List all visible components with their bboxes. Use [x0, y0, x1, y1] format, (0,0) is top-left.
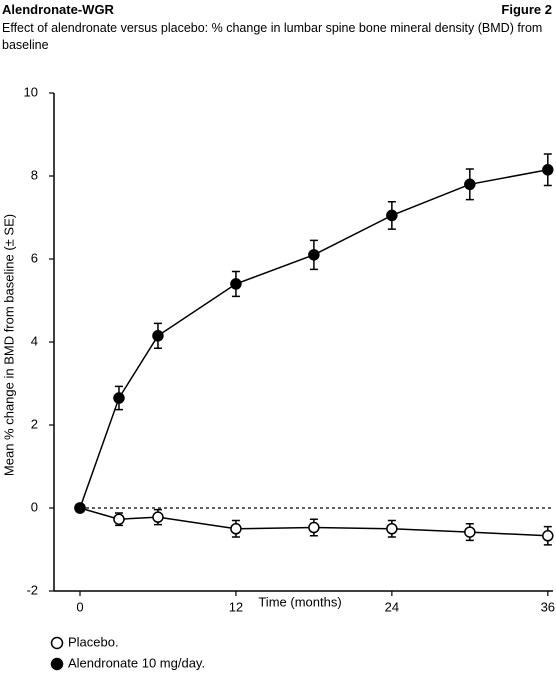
legend-label: Placebo. — [68, 634, 119, 649]
header-title: Alendronate-WGR — [2, 2, 114, 17]
x-tick-label: 24 — [385, 599, 399, 614]
legend-marker — [50, 636, 64, 650]
point — [308, 521, 320, 534]
point — [386, 523, 398, 535]
x-tick-label: 36 — [541, 599, 555, 614]
point — [113, 513, 125, 525]
point — [386, 209, 398, 222]
point — [542, 530, 554, 542]
x-tick-label: 12 — [229, 599, 243, 614]
y-tick-label: 2 — [31, 416, 38, 431]
legend-label: Alendronate 10 mg/day. — [68, 655, 205, 670]
point — [230, 523, 242, 535]
point — [464, 526, 476, 538]
subtitle: Effect of alendronate versus placebo: % … — [2, 21, 543, 52]
point — [152, 511, 164, 523]
y-tick-label: 10 — [24, 84, 38, 99]
point — [464, 178, 476, 191]
point — [113, 392, 125, 404]
series-line — [79, 169, 548, 509]
point — [542, 164, 554, 176]
y-tick-label: 4 — [31, 333, 38, 348]
point — [152, 330, 164, 342]
figure-label: Figure 2 — [501, 2, 552, 17]
y-tick-label: -2 — [26, 582, 38, 597]
point — [230, 278, 242, 290]
legend-marker — [50, 657, 64, 671]
y-tick-label: 6 — [31, 250, 38, 265]
x-axis-label: Time (months) — [258, 594, 341, 609]
y-axis-label: Mean % change in BMD from baseline (± SE… — [1, 214, 16, 476]
y-tick-label: 0 — [31, 499, 38, 514]
y-tick-label: 8 — [31, 167, 38, 182]
x-tick-label: 0 — [76, 599, 83, 614]
point — [74, 502, 86, 514]
series-line — [79, 507, 548, 537]
point — [308, 249, 320, 261]
